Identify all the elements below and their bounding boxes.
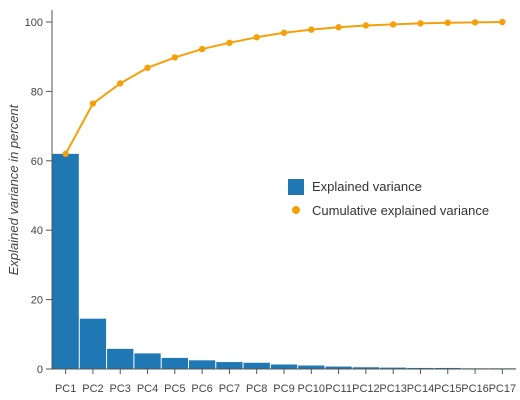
- x-tick-label: PC14: [407, 383, 435, 395]
- cumulative-point-pc14: [417, 20, 424, 27]
- bar-pc8: [243, 362, 270, 369]
- cumulative-line: [64, 21, 503, 155]
- legend: Explained variance Cumulative explained …: [288, 179, 489, 218]
- x-tick-label: PC4: [137, 383, 158, 395]
- x-tick-label: PC13: [379, 383, 407, 395]
- y-tick-label: 80: [31, 86, 43, 98]
- cumulative-point-pc2: [89, 100, 97, 107]
- x-tick-label: PC15: [434, 383, 462, 395]
- axes: 0 20 40 60 80 100 PC1 PC2 PC3 PC4 PC5 PC6 PC7 PC8 PC9 P…: [25, 10, 516, 395]
- bar-series: [52, 153, 516, 369]
- bar-pc9: [270, 364, 298, 369]
- x-tick-label: PC16: [461, 383, 489, 395]
- bar-pc2: [79, 318, 107, 369]
- cumulative-point-pc17: [499, 18, 506, 26]
- bar-pc11: [325, 366, 352, 369]
- cumulative-point-pc1: [62, 150, 69, 158]
- cumulative-point-pc6: [198, 45, 206, 53]
- cumulative-point-pc9: [280, 29, 288, 36]
- y-tick-label: 40: [31, 225, 43, 237]
- cumulative-point-pc8: [253, 34, 260, 41]
- y-tick-label: 20: [31, 295, 43, 307]
- bar-pc10: [298, 365, 325, 369]
- bar-pc14: [407, 367, 434, 369]
- cumulative-point-pc10: [308, 26, 315, 33]
- legend-label-cumulative-explained-variance: Cumulative explained variance: [312, 203, 489, 218]
- x-tick-label: PC12: [352, 383, 380, 395]
- cumulative-line-series: [62, 18, 506, 158]
- cumulative-point-pc13: [389, 21, 397, 28]
- bar-pc12: [352, 367, 380, 369]
- cumulative-point-pc16: [471, 19, 479, 26]
- bar-pc5: [161, 357, 188, 369]
- bar-pc6: [188, 360, 216, 369]
- x-tick-label: PC2: [82, 383, 103, 395]
- legend-swatch-explained-variance: [288, 179, 304, 195]
- bar-pc7: [216, 362, 243, 369]
- x-tick-label: PC10: [298, 383, 326, 395]
- bar-pc13: [380, 367, 407, 369]
- y-tick-label: 100: [25, 17, 43, 29]
- bar-pc4: [134, 353, 161, 369]
- cumulative-point-pc15: [444, 19, 451, 26]
- x-tick-label: PC5: [164, 383, 185, 395]
- bar-pc15: [434, 367, 461, 369]
- y-axis-label: Explained variance in percent: [6, 103, 21, 275]
- y-tick-label: 0: [37, 364, 43, 376]
- cumulative-point-pc7: [226, 39, 233, 47]
- bar-pc3: [107, 348, 134, 369]
- y-tick-label: 60: [31, 156, 43, 168]
- cumulative-point-pc11: [335, 24, 342, 31]
- cumulative-point-pc5: [171, 54, 179, 61]
- bar-pc1: [52, 153, 79, 369]
- x-tick-label: PC8: [246, 383, 267, 395]
- x-tick-label: PC9: [273, 383, 294, 395]
- cumulative-point-pc12: [362, 22, 370, 29]
- legend-marker-cumulative-explained-variance: [292, 206, 300, 214]
- x-tick-label: PC3: [110, 383, 131, 395]
- cumulative-point-pc3: [117, 80, 124, 87]
- x-tick-label: PC11: [325, 383, 352, 395]
- x-tick-label: PC7: [219, 383, 240, 395]
- x-tick-label: PC6: [191, 383, 212, 395]
- x-tick-label: PC1: [55, 383, 76, 395]
- legend-label-explained-variance: Explained variance: [312, 179, 422, 194]
- cumulative-point-pc4: [144, 64, 151, 72]
- x-tick-label: PC17: [489, 383, 517, 395]
